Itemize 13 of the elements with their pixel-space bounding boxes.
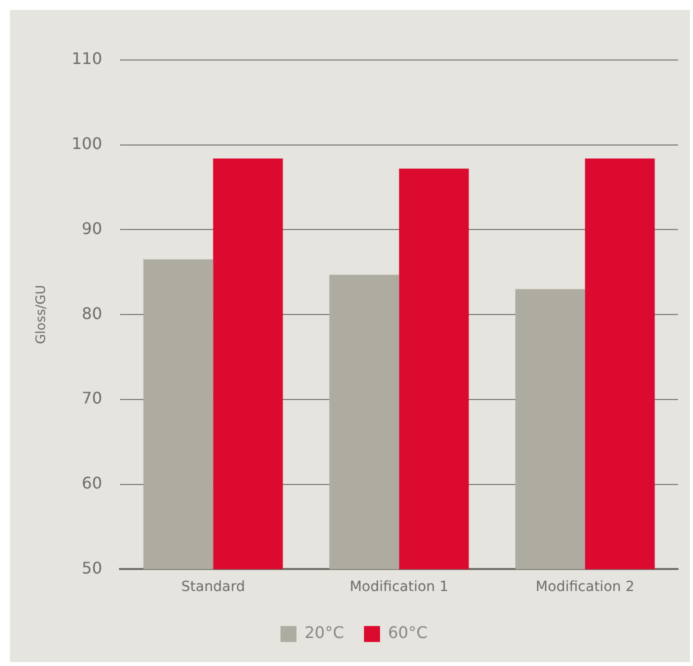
y-tick-label: 60 [82, 473, 102, 492]
x-tick-label: Modification 2 [536, 579, 634, 596]
y-tick-label: 50 [82, 558, 102, 578]
y-axis-title: Gloss/GU [34, 285, 50, 344]
legend-label: 60°C [388, 623, 428, 642]
y-tick-label: 100 [72, 134, 102, 154]
y-tick-label: 90 [82, 218, 102, 238]
x-tick-label: Modification 1 [350, 579, 448, 596]
y-tick-label: 70 [82, 388, 102, 408]
legend-label: 20°C [304, 623, 344, 642]
y-tick-label: 80 [82, 304, 102, 323]
x-tick-label: Standard [181, 579, 245, 596]
y-tick-label: 110 [72, 49, 102, 68]
